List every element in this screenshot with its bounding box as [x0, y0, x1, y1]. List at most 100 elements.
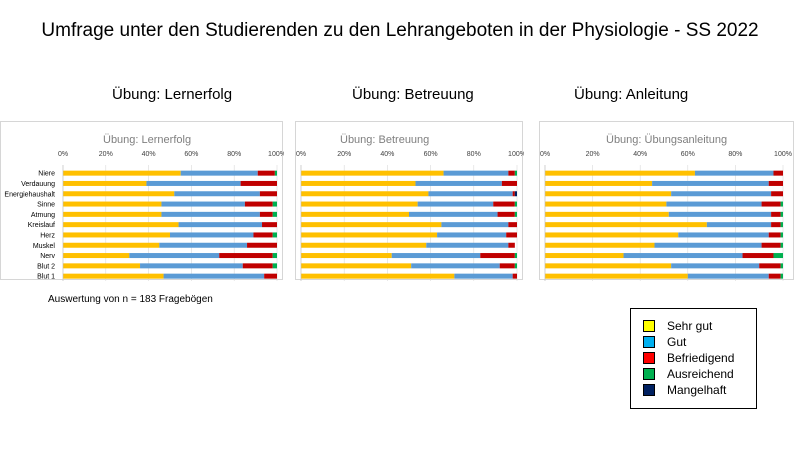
bar-segment — [514, 170, 517, 176]
legend-swatch — [643, 352, 655, 364]
bar-segment — [301, 232, 438, 238]
bar-segment — [170, 232, 254, 238]
bar-segment — [63, 253, 130, 259]
y-tick-label: Atmung — [31, 212, 55, 219]
bar-segment — [301, 242, 427, 248]
y-tick-label: Niere — [38, 171, 55, 178]
bar-segment — [129, 253, 220, 259]
bar-segment — [63, 222, 179, 228]
bar-segment — [652, 180, 769, 186]
legend-swatch — [643, 320, 655, 332]
legend-item: Mangelhaft — [643, 383, 726, 397]
bar-segment — [417, 201, 494, 207]
y-tick-label: Herz — [40, 232, 55, 239]
bar-segment — [671, 191, 772, 197]
bar-segment — [63, 242, 160, 248]
bar-segment — [780, 201, 783, 207]
bar-segment — [161, 211, 260, 217]
bar-segment — [63, 211, 162, 217]
y-tick-label: Blut 2 — [37, 263, 55, 270]
bar-segment — [443, 170, 509, 176]
bar-segment — [415, 180, 502, 186]
bar-segment — [768, 232, 781, 238]
bar-segment — [63, 232, 170, 238]
y-tick-label: Verdauung — [21, 181, 55, 188]
legend-item: Befriedigend — [643, 351, 734, 365]
x-tick-label: 80% — [227, 151, 241, 158]
bar-segment — [259, 191, 277, 197]
legend: Sehr gut Gut Befriedigend Ausreichend Ma… — [630, 308, 757, 409]
bar-segment — [773, 253, 783, 259]
x-tick-label: 60% — [424, 151, 438, 158]
section-title-betreuung: Übung: Betreuung — [352, 86, 474, 103]
bar-segment — [514, 211, 517, 217]
x-tick-label: 100% — [774, 151, 792, 158]
bar-segment — [391, 253, 481, 259]
bar-segment — [780, 263, 783, 269]
bar-segment — [771, 211, 781, 217]
legend-label: Ausreichend — [667, 367, 734, 381]
bar-segment — [666, 201, 762, 207]
x-tick-label: 40% — [380, 151, 394, 158]
bar-segment — [301, 222, 442, 228]
bar-segment — [146, 180, 241, 186]
bar-segment — [742, 253, 774, 259]
stacked-bar-chart-lernerfolg: 0% 20% 40% 60% 80% 100% Niere Verdauung Energieh… — [4, 151, 286, 282]
bar-segment — [706, 222, 772, 228]
legend-label: Sehr gut — [667, 319, 713, 333]
bar-segment — [508, 222, 517, 228]
x-tick-label: 80% — [467, 151, 481, 158]
x-tick-label: 100% — [268, 151, 284, 158]
bar-segment — [780, 211, 783, 217]
bar-segment — [441, 222, 509, 228]
bar-segment — [264, 273, 277, 279]
legend-label: Befriedigend — [667, 351, 735, 365]
bar-segment — [759, 263, 781, 269]
bar-segment — [694, 170, 774, 176]
bar-segment — [780, 242, 783, 248]
y-tick-label: Energiehaushalt — [4, 191, 55, 198]
bar-segment — [63, 191, 175, 197]
bar-segment — [768, 180, 783, 186]
bar-segment — [272, 232, 277, 238]
bar-segment — [159, 242, 248, 248]
bar-segment — [512, 191, 515, 197]
bar-segment — [545, 232, 679, 238]
bar-segment — [771, 191, 783, 197]
bar-segment — [480, 253, 515, 259]
x-tick-label: 20% — [337, 151, 351, 158]
x-tick-label: 100% — [508, 151, 524, 158]
x-tick-label: 60% — [681, 151, 695, 158]
y-tick-label: Nerv — [40, 253, 55, 260]
bar-segment — [219, 253, 273, 259]
bar-segment — [178, 222, 263, 228]
chart-title: Übung: Lernerfolg — [103, 134, 192, 146]
bar-segment — [301, 180, 416, 186]
y-tick-label: Muskel — [33, 243, 56, 250]
legend-item: Ausreichend — [643, 367, 734, 381]
chart-title: Übung: Betreuung — [340, 134, 430, 146]
x-tick-label: 20% — [99, 151, 113, 158]
bar-segment — [654, 242, 762, 248]
legend-item: Gut — [643, 335, 686, 349]
bar-segment — [678, 232, 769, 238]
bar-segment — [497, 211, 515, 217]
bar-segment — [161, 201, 245, 207]
bar-segment — [259, 211, 273, 217]
page-title: Umfrage unter den Studierenden zu den Le… — [41, 20, 759, 41]
bar-segment — [257, 170, 275, 176]
bar-segment — [623, 253, 743, 259]
bar-segment — [272, 201, 277, 207]
bar-segment — [545, 211, 669, 217]
bar-segment — [771, 222, 781, 228]
bar-segment — [63, 170, 181, 176]
x-tick-label: 0% — [540, 151, 550, 158]
bar-segment — [493, 201, 515, 207]
bar-segment — [301, 201, 418, 207]
legend-swatch — [643, 384, 655, 396]
stacked-bar-chart-anleitung: 0% 20% 40% 60% 80% 100% — [540, 151, 792, 282]
bar-segment — [174, 191, 260, 197]
bar-segment — [63, 263, 141, 269]
x-tick-label: 60% — [184, 151, 198, 158]
bar-segment — [253, 232, 273, 238]
